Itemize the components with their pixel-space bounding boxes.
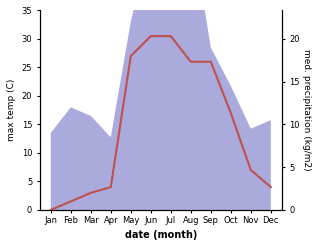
- X-axis label: date (month): date (month): [125, 230, 197, 240]
- Y-axis label: max temp (C): max temp (C): [7, 79, 16, 141]
- Y-axis label: med. precipitation (kg/m2): med. precipitation (kg/m2): [302, 49, 311, 171]
